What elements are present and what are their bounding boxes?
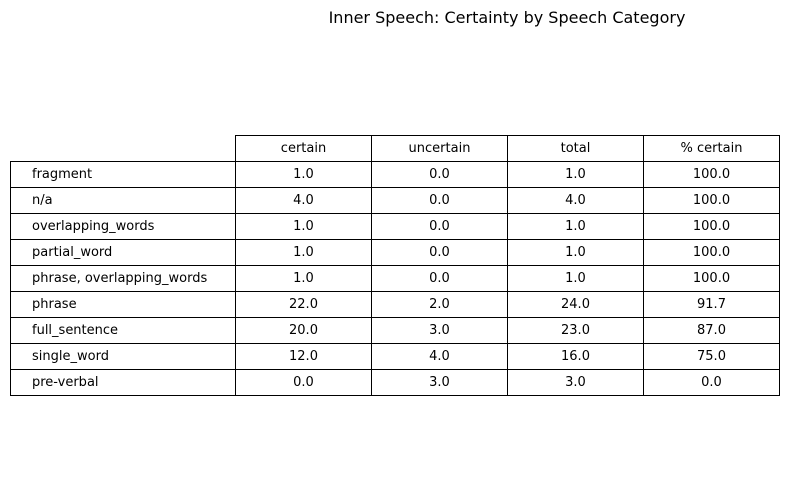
- column-header: certain: [235, 135, 372, 162]
- table-cell: 87.0: [643, 317, 780, 344]
- table-row: phrase 22.0 2.0 24.0 91.7: [10, 291, 780, 318]
- table-cell: 91.7: [643, 291, 780, 318]
- table-cell: 1.0: [507, 161, 644, 188]
- column-header: % certain: [643, 135, 780, 162]
- table-row: pre-verbal 0.0 3.0 3.0 0.0: [10, 369, 780, 396]
- table-row: fragment 1.0 0.0 1.0 100.0: [10, 161, 780, 188]
- table-cell: 0.0: [371, 265, 508, 292]
- table-cell: 20.0: [235, 317, 372, 344]
- table-cell: 0.0: [235, 369, 372, 396]
- row-label: overlapping_words: [10, 213, 236, 240]
- table-cell: 75.0: [643, 343, 780, 370]
- table-cell: 1.0: [507, 239, 644, 266]
- table-cell: 100.0: [643, 161, 780, 188]
- table-cell: 3.0: [371, 317, 508, 344]
- table-cell: 1.0: [235, 265, 372, 292]
- table-cell: 1.0: [235, 213, 372, 240]
- chart-title: Inner Speech: Certainty by Speech Catego…: [328, 8, 686, 27]
- row-label: n/a: [10, 187, 236, 214]
- table-cell: 1.0: [235, 161, 372, 188]
- row-label: pre-verbal: [10, 369, 236, 396]
- table-cell: 0.0: [371, 161, 508, 188]
- table-cell: 23.0: [507, 317, 644, 344]
- row-label: fragment: [10, 161, 236, 188]
- table-cell: 1.0: [507, 213, 644, 240]
- table-cell: 0.0: [371, 213, 508, 240]
- table-cell: 2.0: [371, 291, 508, 318]
- table-cell: 22.0: [235, 291, 372, 318]
- table-cell: 4.0: [235, 187, 372, 214]
- table-cell: 4.0: [371, 343, 508, 370]
- table-row: phrase, overlapping_words 1.0 0.0 1.0 100.0: [10, 265, 780, 292]
- row-label: full_sentence: [10, 317, 236, 344]
- table-cell: 3.0: [507, 369, 644, 396]
- table-cell: 0.0: [643, 369, 780, 396]
- table-row: single_word 12.0 4.0 16.0 75.0: [10, 343, 780, 370]
- table-row: n/a 4.0 0.0 4.0 100.0: [10, 187, 780, 214]
- table-cell: 100.0: [643, 187, 780, 214]
- table-cell: 4.0: [507, 187, 644, 214]
- table-header-row: certain uncertain total% certain: [10, 135, 780, 162]
- table-cell: 12.0: [235, 343, 372, 370]
- table-row: full_sentence 20.0 3.0 23.0 87.0: [10, 317, 780, 344]
- certainty-table: certain uncertain total% certain fragment 1…: [10, 135, 780, 396]
- table-cell: 1.0: [507, 265, 644, 292]
- table-cell: 100.0: [643, 239, 780, 266]
- table-cell: 100.0: [643, 213, 780, 240]
- row-label: phrase, overlapping_words: [10, 265, 236, 292]
- column-header: total: [507, 135, 644, 162]
- column-header: uncertain: [371, 135, 508, 162]
- table-cell: 16.0: [507, 343, 644, 370]
- table-body: fragment 1.0 0.0 1.0 100.0 n/a 4.0 0.0 4.0 100.0 o…: [10, 161, 780, 396]
- row-label: single_word: [10, 343, 236, 370]
- table-cell: 100.0: [643, 265, 780, 292]
- table-cell: 0.0: [371, 187, 508, 214]
- table-row: overlapping_words 1.0 0.0 1.0 100.0: [10, 213, 780, 240]
- table-row: partial_word 1.0 0.0 1.0 100.0: [10, 239, 780, 266]
- row-label: partial_word: [10, 239, 236, 266]
- row-label: phrase: [10, 291, 236, 318]
- table-cell: 0.0: [371, 239, 508, 266]
- table-cell: 1.0: [235, 239, 372, 266]
- table-cell: 3.0: [371, 369, 508, 396]
- table-cell: 24.0: [507, 291, 644, 318]
- table-corner-cell: [10, 135, 236, 162]
